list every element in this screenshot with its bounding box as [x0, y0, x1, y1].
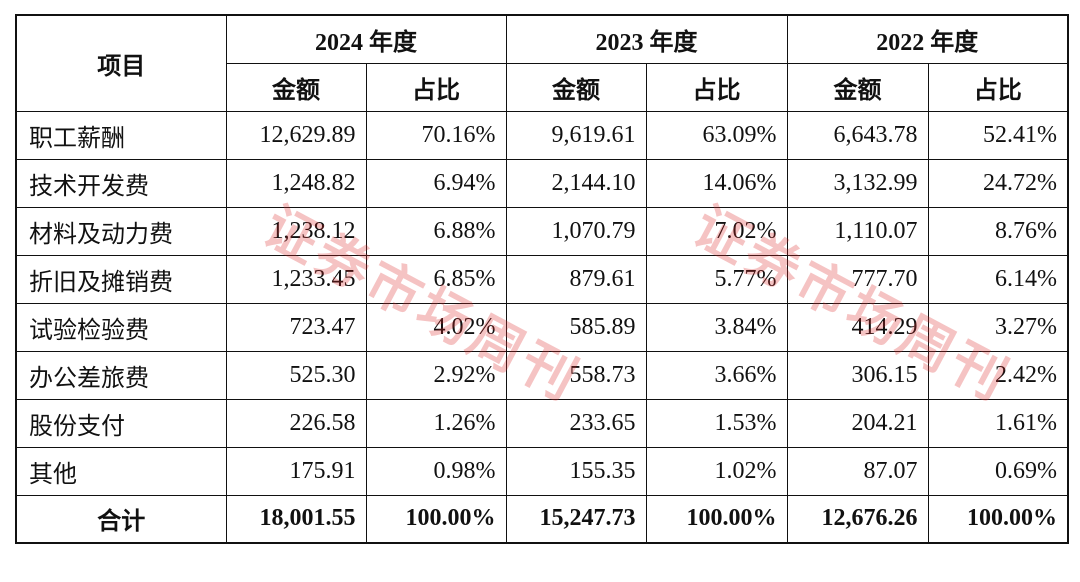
cell: 100.00%: [927, 494, 1069, 544]
cell: 87.07: [786, 446, 929, 496]
header-cell: 占比: [927, 62, 1069, 112]
cell: 306.15: [786, 350, 929, 400]
cell: 525.30: [225, 350, 367, 400]
cell: 1.02%: [645, 446, 788, 496]
cell: 3.27%: [927, 302, 1069, 352]
data-row: 技术开发费 1,248.82 6.94% 2,144.10 14.06% 3,132.99…: [15, 158, 1069, 208]
cell: 1.26%: [365, 398, 507, 448]
data-row: 试验检验费 723.47 4.02% 585.89 3.84% 414.29 3.27%: [15, 302, 1069, 352]
row-label: 股份支付: [15, 398, 227, 448]
header-cell: 2022 年度: [786, 14, 1069, 64]
cell: 100.00%: [645, 494, 788, 544]
cell: 6.94%: [365, 158, 507, 208]
cell: 1,248.82: [225, 158, 367, 208]
cell: 777.70: [786, 254, 929, 304]
header-cell: 金额: [225, 62, 367, 112]
data-row: 办公差旅费 525.30 2.92% 558.73 3.66% 306.15 2.42%: [15, 350, 1069, 400]
cell: 585.89: [505, 302, 647, 352]
row-label: 其他: [15, 446, 227, 496]
cell: 723.47: [225, 302, 367, 352]
data-row: 折旧及摊销费 1,233.45 6.85% 879.61 5.77% 777.70 6.14…: [15, 254, 1069, 304]
cell: 70.16%: [365, 110, 507, 160]
cell: 6.88%: [365, 206, 507, 256]
cell: 18,001.55: [225, 494, 367, 544]
cell: 0.98%: [365, 446, 507, 496]
row-label: 合计: [15, 494, 227, 544]
cell: 6,643.78: [786, 110, 929, 160]
header-cell: 占比: [365, 62, 507, 112]
cell: 233.65: [505, 398, 647, 448]
row-label: 试验检验费: [15, 302, 227, 352]
cell: 9,619.61: [505, 110, 647, 160]
cell: 15,247.73: [505, 494, 647, 544]
cell: 100.00%: [365, 494, 507, 544]
cell: 414.29: [786, 302, 929, 352]
cost-table: 项目 2024 年度 2023 年度 2022 年度 金额 占比 金额 占比 金额 占比 职工薪酬 1…: [15, 14, 1069, 544]
cell: 3,132.99: [786, 158, 929, 208]
cell: 2,144.10: [505, 158, 647, 208]
cell: 1,070.79: [505, 206, 647, 256]
cell: 24.72%: [927, 158, 1069, 208]
header-cell: 2023 年度: [505, 14, 788, 64]
cell: 2.92%: [365, 350, 507, 400]
cell: 3.66%: [645, 350, 788, 400]
cell: 52.41%: [927, 110, 1069, 160]
data-row: 股份支付 226.58 1.26% 233.65 1.53% 204.21 1.61%: [15, 398, 1069, 448]
cell: 1,233.45: [225, 254, 367, 304]
row-label: 办公差旅费: [15, 350, 227, 400]
data-row: 职工薪酬 12,629.89 70.16% 9,619.61 63.09% 6,643.7…: [15, 110, 1069, 160]
cell: 12,676.26: [786, 494, 929, 544]
cell: 879.61: [505, 254, 647, 304]
cell: 7.02%: [645, 206, 788, 256]
cell: 4.02%: [365, 302, 507, 352]
header-cell: 金额: [786, 62, 929, 112]
cell: 3.84%: [645, 302, 788, 352]
data-row: 其他 175.91 0.98% 155.35 1.02% 87.07 0.69%: [15, 446, 1069, 496]
cell: 2.42%: [927, 350, 1069, 400]
cell: 1.53%: [645, 398, 788, 448]
cell: 204.21: [786, 398, 929, 448]
header-cell: 项目: [15, 14, 227, 112]
row-label: 技术开发费: [15, 158, 227, 208]
row-label: 材料及动力费: [15, 206, 227, 256]
cell: 5.77%: [645, 254, 788, 304]
total-row: 合计 18,001.55 100.00% 15,247.73 100.00% 12,676…: [15, 494, 1069, 544]
header-cell: 金额: [505, 62, 647, 112]
cell: 63.09%: [645, 110, 788, 160]
cell: 558.73: [505, 350, 647, 400]
header-row: 项目 2024 年度 2023 年度 2022 年度: [15, 14, 1069, 112]
data-row: 材料及动力费 1,238.12 6.88% 1,070.79 7.02% 1,110.07…: [15, 206, 1069, 256]
header-cell: 2024 年度: [225, 14, 507, 64]
cell: 14.06%: [645, 158, 788, 208]
cell: 0.69%: [927, 446, 1069, 496]
cell: 6.14%: [927, 254, 1069, 304]
cell: 226.58: [225, 398, 367, 448]
header-cell: 占比: [645, 62, 788, 112]
row-label: 折旧及摊销费: [15, 254, 227, 304]
cell: 1,110.07: [786, 206, 929, 256]
row-label: 职工薪酬: [15, 110, 227, 160]
cell: 1,238.12: [225, 206, 367, 256]
cell: 12,629.89: [225, 110, 367, 160]
cell: 6.85%: [365, 254, 507, 304]
cell: 155.35: [505, 446, 647, 496]
cell: 8.76%: [927, 206, 1069, 256]
cell: 1.61%: [927, 398, 1069, 448]
cell: 175.91: [225, 446, 367, 496]
